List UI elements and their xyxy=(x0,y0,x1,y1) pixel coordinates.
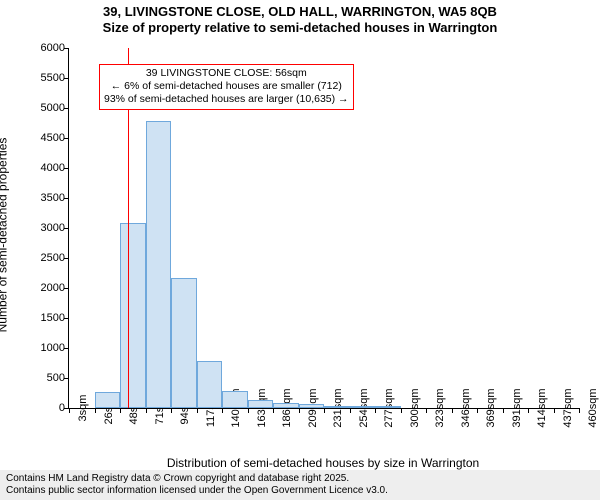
x-tick-mark xyxy=(197,408,198,413)
x-tick-mark xyxy=(222,408,223,413)
histogram-bar xyxy=(95,392,121,408)
x-tick-mark xyxy=(503,408,504,413)
y-axis-label: Number of semi-detached properties xyxy=(0,138,9,333)
footer-line-1: Contains HM Land Registry data © Crown c… xyxy=(6,473,594,485)
histogram-bar xyxy=(248,400,274,408)
annotation-line-3: 93% of semi-detached houses are larger (… xyxy=(104,93,349,106)
annotation-line-1: 39 LIVINGSTONE CLOSE: 56sqm xyxy=(104,67,349,80)
y-tick-mark xyxy=(64,198,69,199)
x-tick-label: 437sqm xyxy=(558,388,574,427)
x-tick-mark xyxy=(579,408,580,413)
x-tick-label: 163sqm xyxy=(252,388,268,427)
y-tick-mark xyxy=(64,138,69,139)
y-tick-mark xyxy=(64,348,69,349)
x-tick-mark xyxy=(69,408,70,413)
x-tick-label: 254sqm xyxy=(354,388,370,427)
histogram-bar xyxy=(324,406,350,408)
x-tick-label: 323sqm xyxy=(430,388,446,427)
histogram-bar xyxy=(350,406,376,408)
x-tick-label: 277sqm xyxy=(379,388,395,427)
x-tick-mark xyxy=(528,408,529,413)
x-tick-mark xyxy=(324,408,325,413)
histogram-bar xyxy=(222,391,248,408)
x-tick-mark xyxy=(375,408,376,413)
x-tick-label: 369sqm xyxy=(481,388,497,427)
footer: Contains HM Land Registry data © Crown c… xyxy=(0,470,600,500)
x-tick-mark xyxy=(273,408,274,413)
title-line-2: Size of property relative to semi-detach… xyxy=(0,20,600,36)
histogram-bar xyxy=(197,361,223,408)
y-tick-mark xyxy=(64,48,69,49)
footer-line-2: Contains public sector information licen… xyxy=(6,485,594,497)
x-tick-mark xyxy=(426,408,427,413)
x-tick-mark xyxy=(452,408,453,413)
chart-container: { "title_line1": "39, LIVINGSTONE CLOSE,… xyxy=(0,0,600,500)
histogram-bar xyxy=(299,404,325,408)
y-tick-mark xyxy=(64,78,69,79)
annotation-line-2: ← 6% of semi-detached houses are smaller… xyxy=(104,80,349,93)
x-tick-mark xyxy=(401,408,402,413)
x-tick-label: 3sqm xyxy=(73,395,89,422)
histogram-bar xyxy=(171,278,197,408)
histogram-bar xyxy=(273,403,299,408)
x-tick-mark xyxy=(248,408,249,413)
x-tick-mark xyxy=(120,408,121,413)
x-tick-mark xyxy=(95,408,96,413)
x-tick-mark xyxy=(146,408,147,413)
y-tick-mark xyxy=(64,288,69,289)
x-tick-label: 209sqm xyxy=(303,388,319,427)
x-tick-mark xyxy=(171,408,172,413)
histogram-bar xyxy=(375,406,401,408)
x-tick-mark xyxy=(477,408,478,413)
x-tick-label: 460sqm xyxy=(583,388,599,427)
chart-title: 39, LIVINGSTONE CLOSE, OLD HALL, WARRING… xyxy=(0,0,600,35)
x-axis-label: Distribution of semi-detached houses by … xyxy=(68,456,578,470)
x-tick-label: 346sqm xyxy=(456,388,472,427)
x-tick-mark xyxy=(299,408,300,413)
x-tick-label: 391sqm xyxy=(507,388,523,427)
annotation-box: 39 LIVINGSTONE CLOSE: 56sqm ← 6% of semi… xyxy=(99,64,354,109)
x-tick-label: 414sqm xyxy=(532,388,548,427)
y-tick-mark xyxy=(64,168,69,169)
y-tick-mark xyxy=(64,378,69,379)
histogram-bar xyxy=(120,223,146,408)
x-tick-mark xyxy=(350,408,351,413)
plot-area: 0500100015002000250030003500400045005000… xyxy=(68,48,579,409)
y-tick-mark xyxy=(64,318,69,319)
x-tick-label: 300sqm xyxy=(405,388,421,427)
y-tick-mark xyxy=(64,228,69,229)
histogram-bar xyxy=(146,121,172,408)
x-tick-label: 231sqm xyxy=(328,388,344,427)
y-tick-mark xyxy=(64,258,69,259)
y-tick-mark xyxy=(64,108,69,109)
title-line-1: 39, LIVINGSTONE CLOSE, OLD HALL, WARRING… xyxy=(0,4,600,20)
x-tick-mark xyxy=(554,408,555,413)
x-tick-label: 186sqm xyxy=(277,388,293,427)
